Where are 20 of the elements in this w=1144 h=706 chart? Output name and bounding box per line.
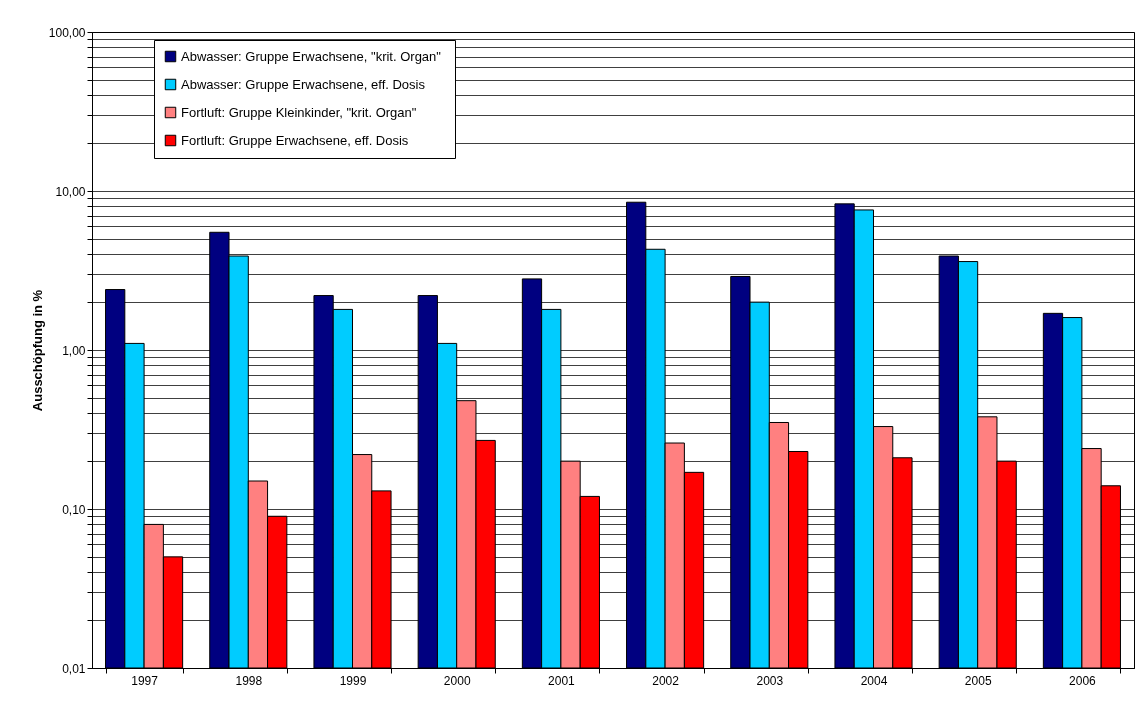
x-tick-label: 1997: [131, 673, 159, 688]
x-tick-label: 2005: [964, 673, 992, 688]
legend-label: Abwasser: Gruppe Erwachsene, "krit. Organ": [181, 48, 442, 64]
legend-label: Fortluft: Gruppe Kleinkinder, "krit. Organ": [181, 104, 417, 120]
x-tick-label: 2003: [756, 673, 784, 688]
y-tick-label: 1,00: [62, 343, 86, 358]
y-tick-label: 100,00: [48, 25, 86, 40]
x-tick-label: 2004: [860, 673, 888, 688]
x-tick-label: 2002: [652, 673, 680, 688]
legend-label: Abwasser: Gruppe Erwachsene, eff. Dosis: [181, 76, 426, 92]
legend-label: Fortluft: Gruppe Erwachsene, eff. Dosis: [181, 132, 409, 148]
y-axis-title: Ausschöpfung in %: [29, 289, 45, 412]
y-tick-label: 0,01: [62, 661, 86, 676]
x-tick-label: 2006: [1069, 673, 1097, 688]
y-tick-label: 10,00: [55, 184, 86, 199]
y-tick-label: 0,10: [62, 502, 86, 517]
x-tick-label: 1998: [235, 673, 263, 688]
x-tick-label: 2001: [548, 673, 576, 688]
x-tick-label: 2000: [443, 673, 471, 688]
x-tick-label: 1999: [339, 673, 367, 688]
